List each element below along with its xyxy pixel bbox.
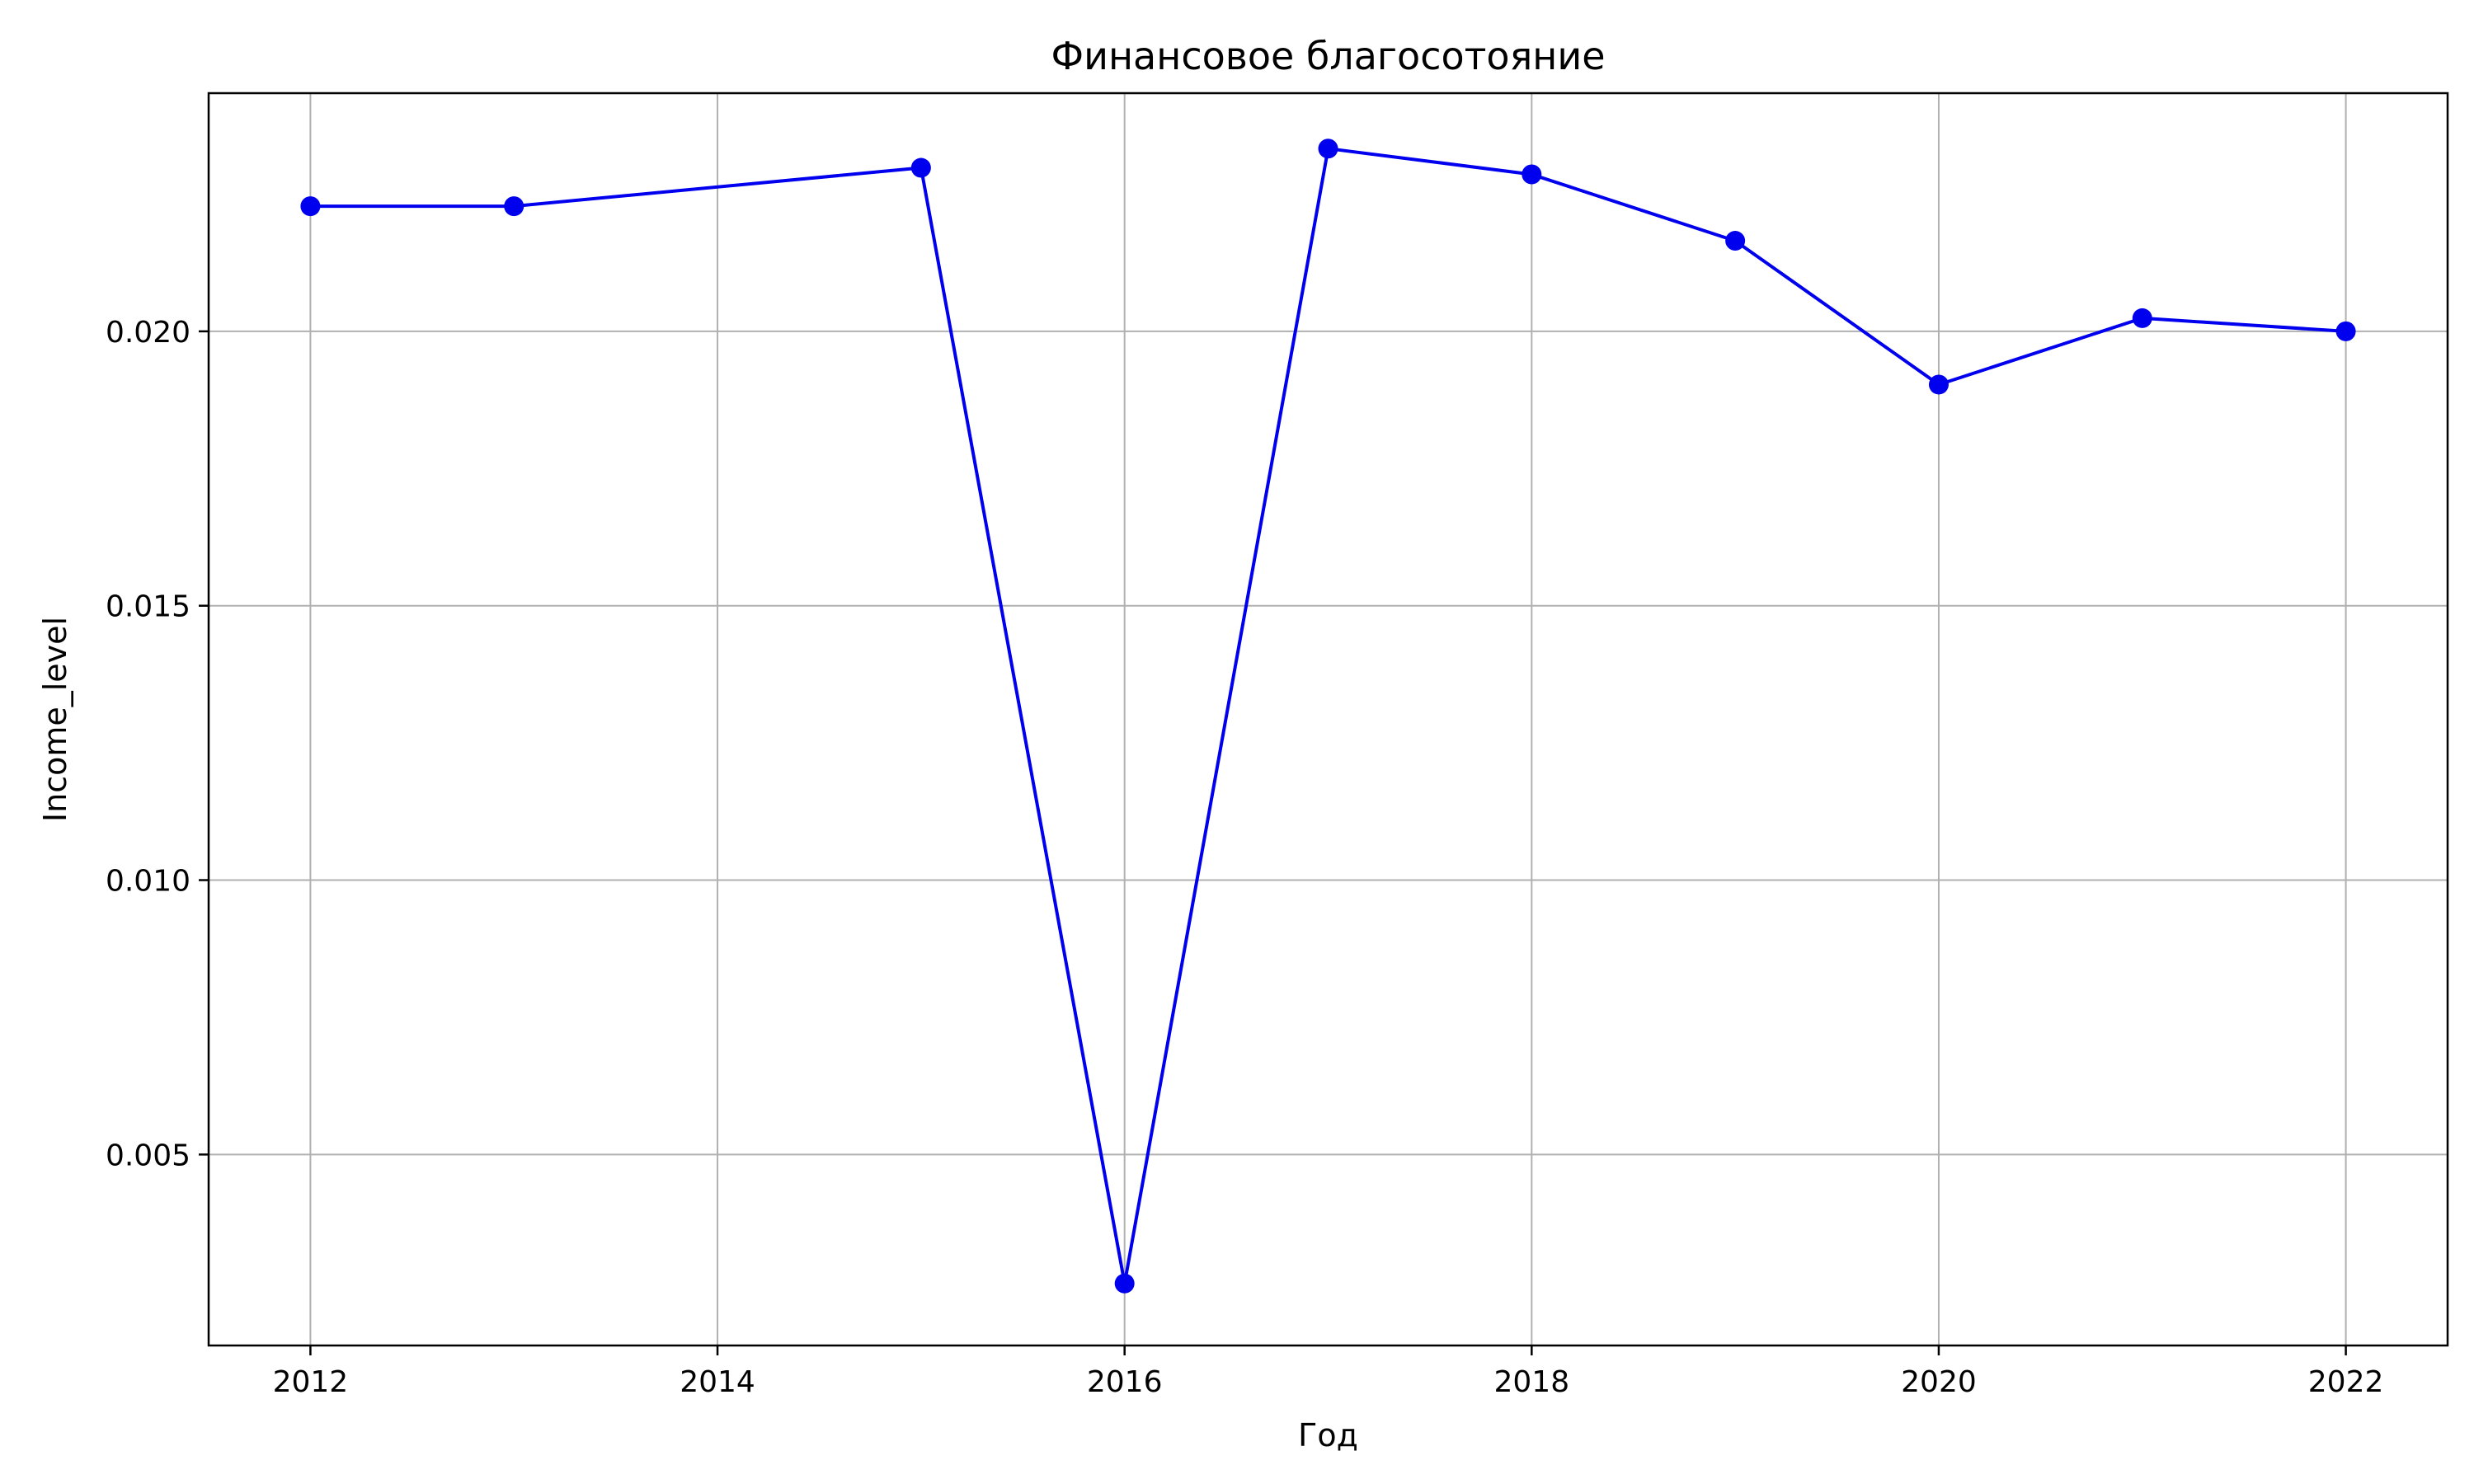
series-line	[310, 147, 2346, 1285]
grid-layer	[209, 93, 2448, 1345]
series-layer	[300, 139, 2356, 1294]
data-point	[910, 157, 931, 178]
x-axis-label: Год	[1298, 1417, 1358, 1453]
data-point	[1114, 1273, 1135, 1294]
data-point	[300, 196, 321, 217]
data-point	[504, 196, 524, 217]
y-tick-label: 0.015	[106, 590, 190, 624]
x-tick-label: 2022	[2308, 1365, 2384, 1399]
y-tick-label: 0.005	[106, 1139, 190, 1172]
x-tick-label: 2018	[1494, 1365, 1570, 1399]
plot-frame	[207, 92, 2449, 1347]
chart-title: Финансовое благосотояние	[1051, 34, 1605, 78]
data-point	[1318, 139, 1338, 159]
y-tick-label: 0.010	[106, 865, 190, 899]
x-tick-label: 2012	[273, 1365, 349, 1399]
data-point	[2335, 321, 2356, 341]
y-tick-label: 0.020	[106, 316, 190, 350]
data-point	[1725, 231, 1746, 251]
data-point	[1522, 164, 1542, 185]
data-point	[1928, 374, 1949, 395]
x-tick-label: 2016	[1087, 1365, 1163, 1399]
data-point	[2132, 308, 2152, 328]
x-tick-label: 2014	[680, 1365, 755, 1399]
x-tick-label: 2020	[1901, 1365, 1977, 1399]
y-axis-label: Income_level	[37, 617, 73, 822]
tick-layer: 2012 2014 2016 2018 2020 2022 0.005 0.010 0.015 0…	[106, 316, 2383, 1399]
